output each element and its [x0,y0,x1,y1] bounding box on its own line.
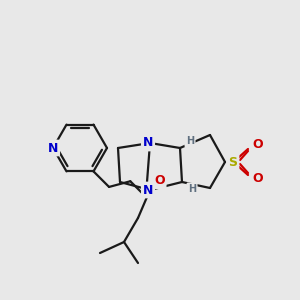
Text: S: S [229,155,238,169]
Text: O: O [154,174,165,187]
Text: O: O [253,139,263,152]
Text: N: N [143,136,153,149]
Text: N: N [143,184,153,196]
Text: N: N [48,142,58,154]
Text: O: O [253,172,263,185]
Text: H: H [188,184,196,194]
Text: H: H [186,136,194,146]
